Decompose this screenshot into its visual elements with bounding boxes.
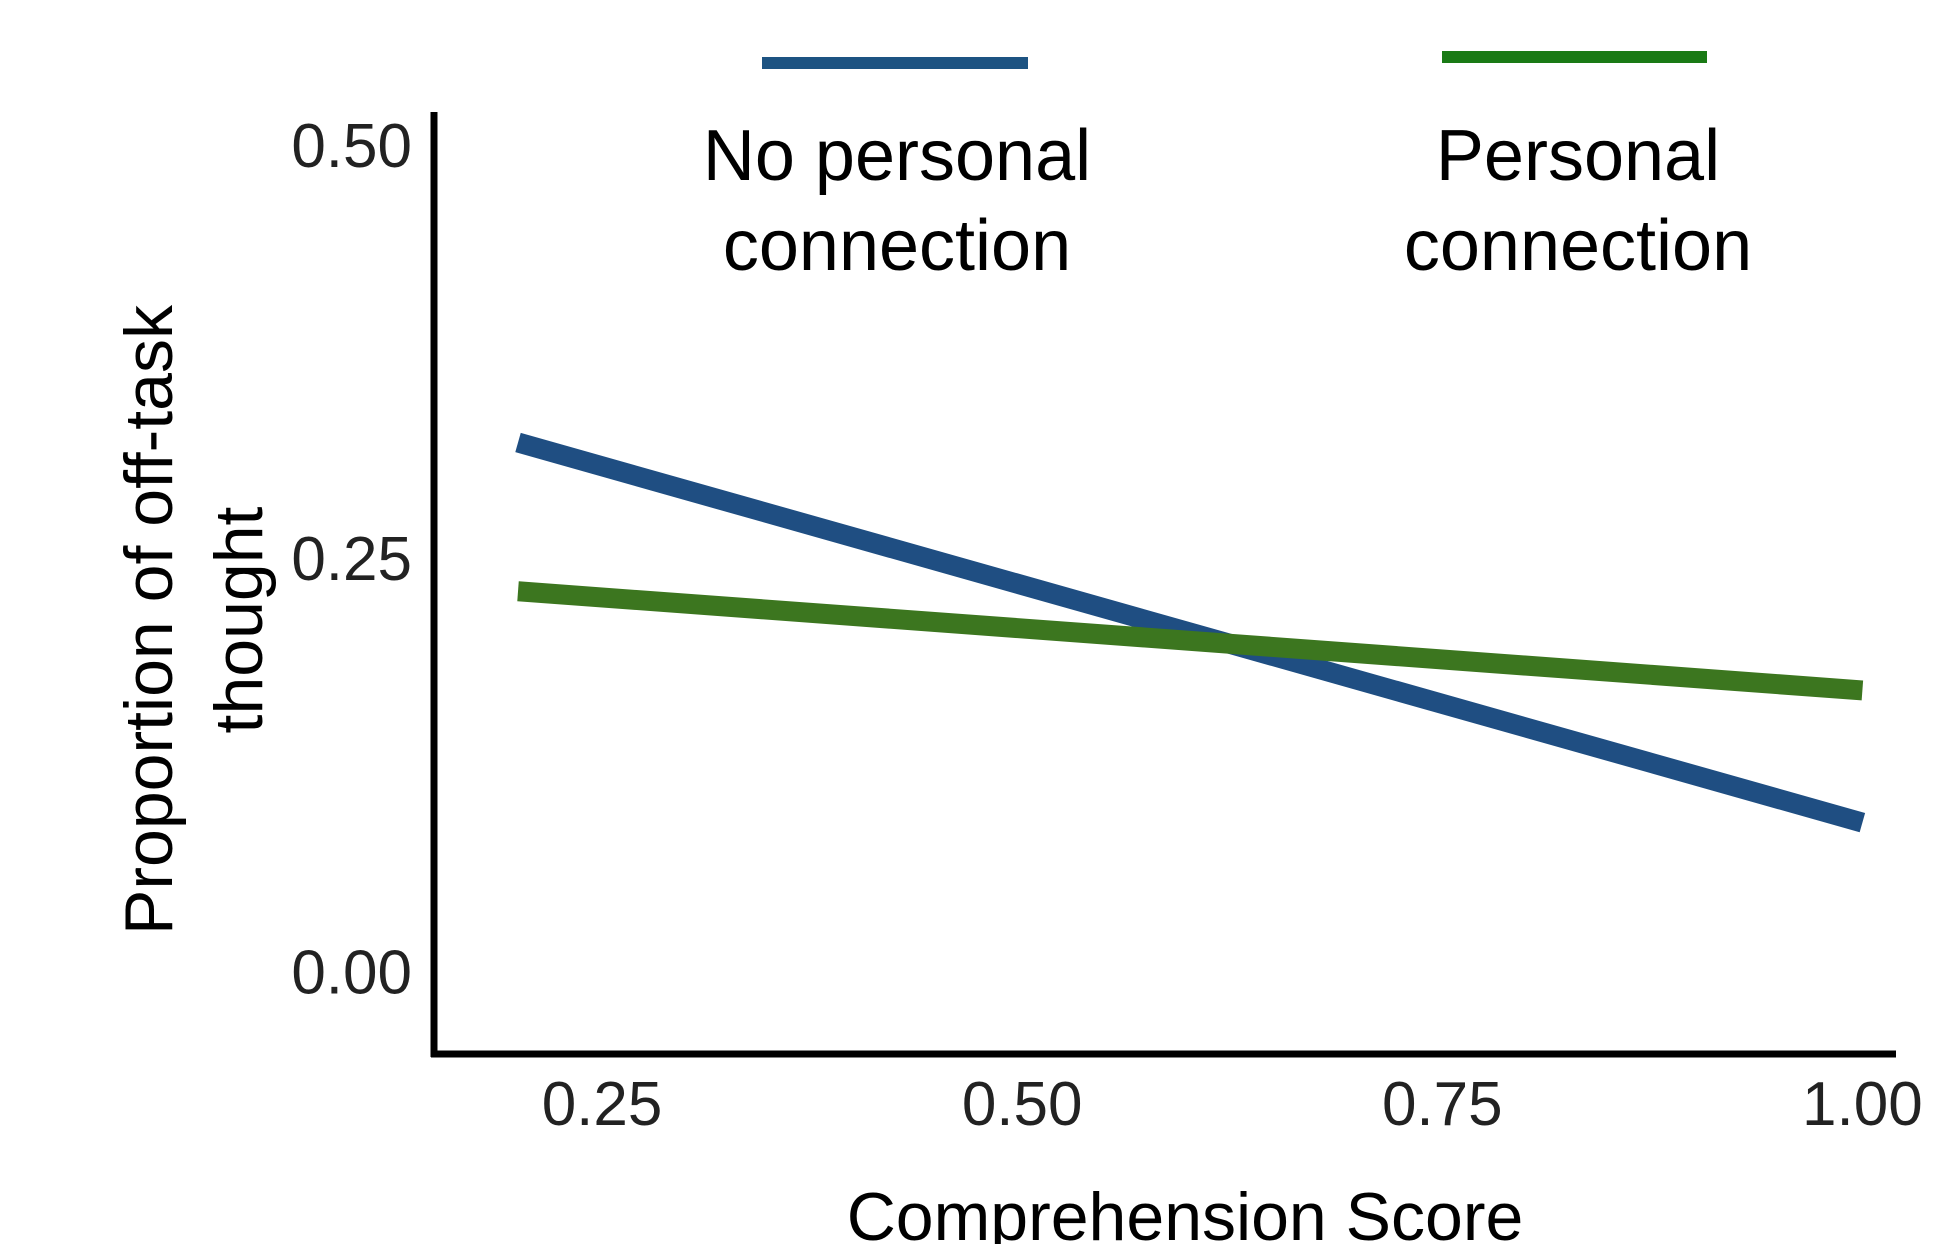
y-tick-label: 0.25 (291, 525, 412, 594)
tick-labels: 0.25 0.50 0.75 1.00 0.00 0.25 0.50 (291, 112, 1922, 1139)
y-axis-title-line: Proportion of off-task (111, 304, 187, 935)
y-tick-label: 0.00 (291, 938, 412, 1007)
series-layer (515, 432, 1866, 833)
legend-label-1: connection (723, 206, 1071, 286)
axes (430, 112, 1896, 1058)
x-tick-label: 0.50 (962, 1070, 1083, 1139)
axis-titles: Comprehension Score Proportion of off-tas… (111, 304, 1523, 1244)
legend-swatch-1 (762, 57, 1028, 69)
y-axis-title-line: thought (201, 506, 277, 733)
legend-label-2: Personal (1436, 116, 1720, 196)
legend-label-2: connection (1404, 206, 1752, 286)
legend: No personal connection Personal connection (703, 51, 1752, 286)
y-axis-title: Proportion of off-task thought (111, 304, 277, 935)
x-axis-title: Comprehension Score (847, 1179, 1524, 1244)
y-tick-label: 0.50 (291, 112, 412, 181)
legend-label-1: No personal (703, 116, 1091, 196)
series-line-2 (517, 581, 1864, 701)
x-tick-label: 0.75 (1382, 1070, 1503, 1139)
x-tick-label: 0.25 (542, 1070, 663, 1139)
x-tick-label: 1.00 (1802, 1070, 1923, 1139)
legend-swatch-2 (1442, 51, 1707, 63)
